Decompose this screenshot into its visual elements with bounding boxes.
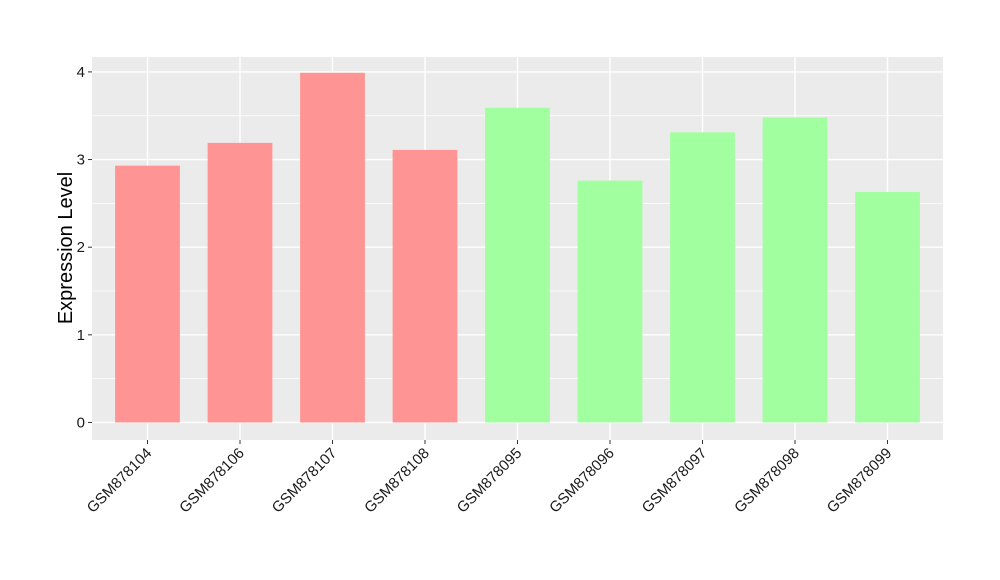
bar: [300, 72, 365, 423]
x-tick-label: GSM878096: [546, 445, 618, 517]
y-tick-label: 3: [77, 152, 85, 169]
x-tick-label: GSM878097: [639, 445, 711, 517]
x-tick-label: GSM878104: [84, 445, 156, 517]
x-tick-label: GSM878107: [269, 445, 341, 517]
x-tick-label: GSM878106: [176, 445, 248, 517]
y-tick-label: 1: [77, 327, 85, 344]
bar: [115, 165, 180, 423]
y-tick-label: 0: [77, 414, 85, 431]
bar: [392, 149, 458, 423]
y-axis-ticks: 0 1 2 3 4: [77, 64, 92, 431]
y-axis-title: Expression Level: [55, 172, 77, 324]
bar: [762, 117, 828, 423]
y-tick-label: 4: [77, 64, 85, 81]
x-tick-label: GSM878099: [824, 445, 896, 517]
bar: [577, 180, 643, 423]
bar: [207, 142, 273, 423]
x-tick-label: GSM878095: [454, 445, 526, 517]
bars: [115, 72, 920, 423]
x-axis-ticks: GSM878104 GSM878106 GSM878107 GSM878108 GSM8…: [84, 440, 896, 517]
x-tick-label: GSM878098: [731, 445, 803, 517]
bar: [855, 191, 920, 423]
bar: [670, 132, 735, 423]
x-tick-label: GSM878108: [361, 445, 433, 517]
bar: [485, 107, 550, 423]
y-tick-label: 2: [77, 239, 85, 256]
